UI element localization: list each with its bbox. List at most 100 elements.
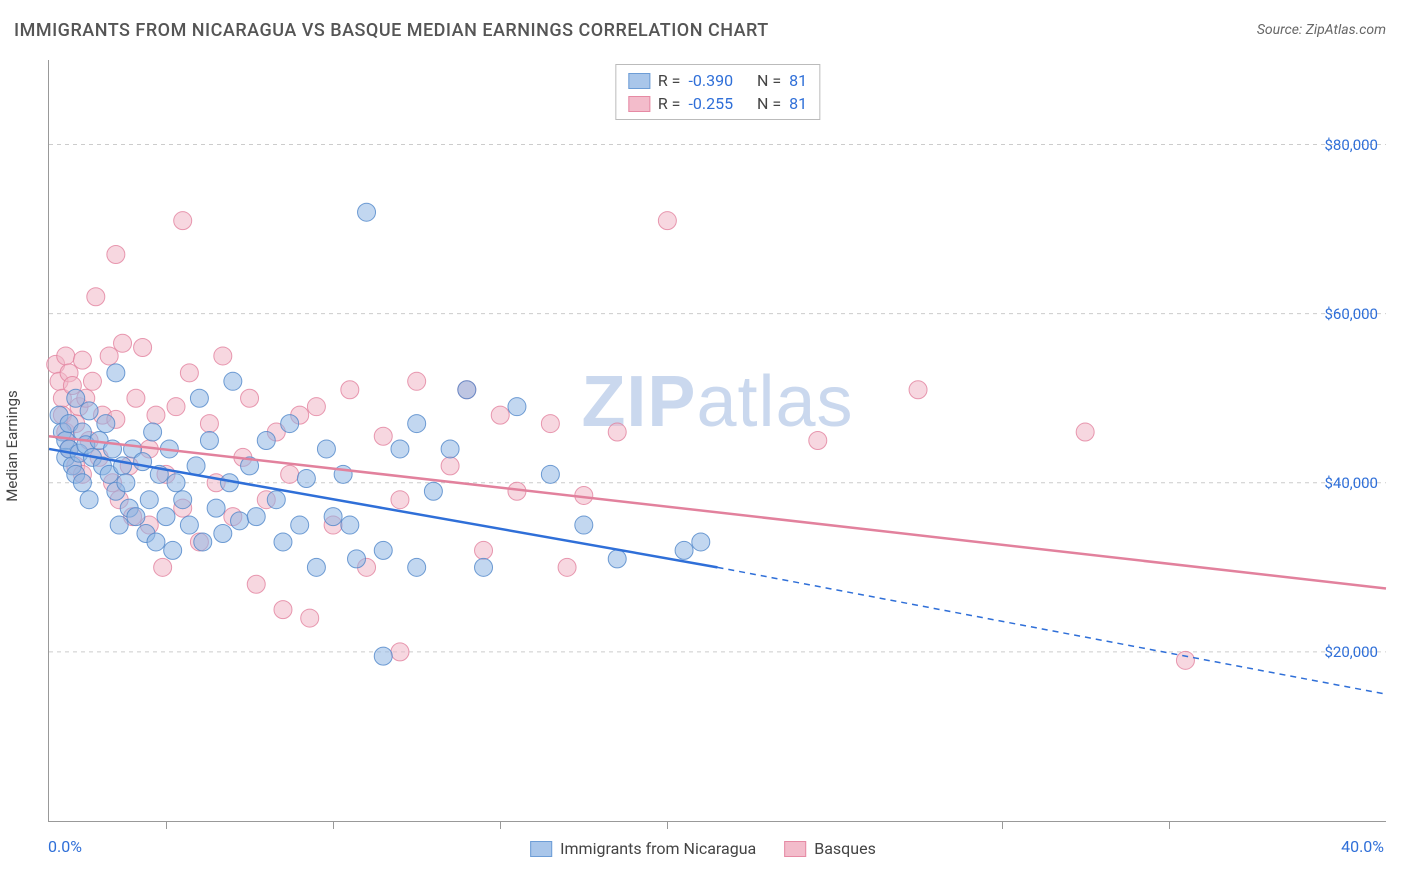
scatter-point	[164, 541, 182, 559]
x-tick	[1002, 821, 1003, 829]
scatter-point	[114, 334, 132, 352]
scatter-point	[100, 347, 118, 365]
scatter-point	[194, 533, 212, 551]
chart-container: IMMIGRANTS FROM NICARAGUA VS BASQUE MEDI…	[0, 0, 1406, 892]
scatter-point	[207, 499, 225, 517]
scatter-point	[107, 364, 125, 382]
scatter-point	[391, 440, 409, 458]
scatter-point	[324, 508, 342, 526]
scatter-point	[127, 389, 145, 407]
y-axis-title: Median Earnings	[3, 390, 21, 501]
scatter-point	[317, 440, 335, 458]
scatter-point	[97, 415, 115, 433]
scatter-point	[281, 465, 299, 483]
scatter-point	[658, 212, 676, 230]
scatter-point	[174, 491, 192, 509]
scatter-point	[83, 372, 101, 390]
scatter-point	[167, 398, 185, 416]
scatter-point	[307, 398, 325, 416]
scatter-point	[190, 389, 208, 407]
x-tick	[500, 821, 501, 829]
scatter-point	[608, 423, 626, 441]
trend-line-dashed	[718, 567, 1387, 694]
scatter-point	[157, 508, 175, 526]
scatter-point	[341, 516, 359, 534]
plot-area: ZIPatlas R = -0.390 N = 81 R = -0.255 N …	[48, 60, 1386, 822]
scatter-point	[80, 402, 98, 420]
scatter-point	[374, 427, 392, 445]
scatter-point	[274, 533, 292, 551]
scatter-point	[391, 643, 409, 661]
x-axis-min-label: 0.0%	[48, 837, 82, 856]
scatter-point	[180, 516, 198, 534]
scatter-point	[73, 351, 91, 369]
scatter-point	[87, 288, 105, 306]
scatter-point	[424, 482, 442, 500]
scatter-point	[147, 533, 165, 551]
scatter-point	[408, 415, 426, 433]
scatter-point	[391, 491, 409, 509]
scatter-point	[909, 381, 927, 399]
scatter-point	[110, 516, 128, 534]
scatter-point	[134, 453, 152, 471]
scatter-point	[57, 347, 75, 365]
scatter-point	[1076, 423, 1094, 441]
legend-correlation: R = -0.390 N = 81 R = -0.255 N = 81	[615, 64, 820, 120]
scatter-point	[80, 491, 98, 509]
scatter-point	[491, 406, 509, 424]
x-tick	[333, 821, 334, 829]
scatter-point	[458, 381, 476, 399]
scatter-point	[147, 406, 165, 424]
y-tick-label: $20,000	[1324, 643, 1378, 661]
scatter-point	[107, 245, 125, 263]
x-tick	[166, 821, 167, 829]
legend-swatch-blue	[628, 73, 650, 89]
scatter-point	[441, 440, 459, 458]
scatter-point	[301, 609, 319, 627]
scatter-point	[374, 541, 392, 559]
chart-svg	[49, 60, 1386, 821]
scatter-point	[274, 601, 292, 619]
scatter-point	[297, 470, 315, 488]
scatter-point	[127, 508, 145, 526]
y-tick-label: $80,000	[1324, 136, 1378, 154]
scatter-point	[241, 389, 259, 407]
scatter-point	[231, 512, 249, 530]
scatter-point	[541, 415, 559, 433]
scatter-point	[358, 203, 376, 221]
scatter-point	[608, 550, 626, 568]
scatter-point	[267, 491, 285, 509]
scatter-point	[144, 423, 162, 441]
scatter-point	[374, 647, 392, 665]
scatter-point	[200, 415, 218, 433]
legend-series: Immigrants from Nicaragua Basques	[530, 839, 876, 858]
x-axis-max-label: 40.0%	[1341, 837, 1384, 856]
scatter-point	[675, 541, 693, 559]
scatter-point	[134, 338, 152, 356]
y-tick-label: $60,000	[1324, 305, 1378, 323]
legend-row-2: R = -0.255 N = 81	[628, 92, 807, 115]
y-tick-label: $40,000	[1324, 474, 1378, 492]
scatter-point	[214, 347, 232, 365]
legend-swatch-pink	[628, 96, 650, 112]
scatter-point	[809, 432, 827, 450]
scatter-point	[174, 212, 192, 230]
scatter-point	[541, 465, 559, 483]
scatter-point	[408, 372, 426, 390]
scatter-point	[475, 541, 493, 559]
scatter-point	[154, 558, 172, 576]
scatter-point	[1176, 651, 1194, 669]
scatter-point	[247, 508, 265, 526]
legend-swatch-basques	[784, 841, 806, 857]
scatter-point	[307, 558, 325, 576]
scatter-point	[281, 415, 299, 433]
scatter-point	[140, 491, 158, 509]
scatter-point	[180, 364, 198, 382]
scatter-point	[408, 558, 426, 576]
scatter-point	[200, 432, 218, 450]
legend-item-basques: Basques	[784, 839, 876, 858]
scatter-point	[341, 381, 359, 399]
x-tick	[667, 821, 668, 829]
scatter-point	[224, 372, 242, 390]
scatter-point	[508, 398, 526, 416]
